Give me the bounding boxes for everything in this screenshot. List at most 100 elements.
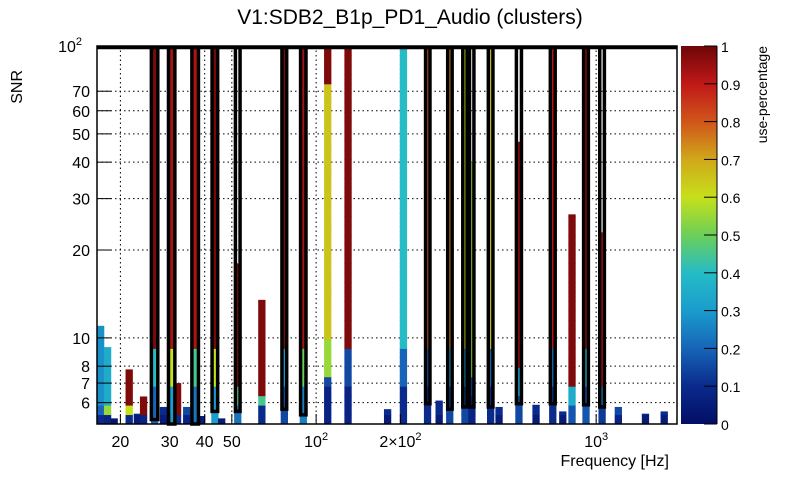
heatmap-cell bbox=[399, 395, 408, 406]
heatmap-cell bbox=[344, 263, 352, 274]
heatmap-cell bbox=[191, 225, 199, 236]
heatmap-cell bbox=[582, 235, 590, 245]
heatmap-cell bbox=[568, 414, 576, 425]
heatmap-cell bbox=[423, 197, 432, 208]
heatmap-cell bbox=[258, 338, 266, 349]
heatmap-cell bbox=[549, 121, 557, 132]
heatmap-cell bbox=[344, 159, 352, 170]
heatmap-cell bbox=[168, 64, 176, 75]
heatmap-cell bbox=[150, 301, 159, 312]
heatmap-cell bbox=[468, 282, 476, 293]
heatmap-cell bbox=[280, 338, 288, 349]
colorbar-tick-label: 0.4 bbox=[721, 266, 741, 282]
heatmap-cell bbox=[468, 338, 476, 349]
heatmap-cell bbox=[191, 149, 199, 160]
heatmap-cell bbox=[280, 121, 288, 132]
x-tick-label: 103 bbox=[584, 431, 608, 451]
heatmap-cell bbox=[173, 395, 182, 406]
heatmap-cell bbox=[598, 376, 606, 387]
heatmap-cell bbox=[487, 235, 495, 245]
heatmap-cell bbox=[211, 338, 219, 349]
heatmap-cell bbox=[324, 55, 332, 66]
heatmap-cell bbox=[344, 55, 352, 66]
heatmap-cell bbox=[446, 140, 454, 151]
heatmap-cell bbox=[468, 414, 476, 425]
heatmap-cell bbox=[280, 140, 288, 151]
heatmap-cell bbox=[258, 320, 266, 330]
heatmap-cell bbox=[515, 357, 523, 368]
heatmap-cell bbox=[344, 83, 352, 94]
heatmap-cell bbox=[487, 216, 495, 227]
heatmap-cell bbox=[461, 131, 469, 141]
heatmap-cell bbox=[211, 301, 219, 312]
x-tick-label: 50 bbox=[223, 434, 241, 451]
heatmap-cell bbox=[191, 253, 199, 264]
heatmap-cell bbox=[399, 197, 408, 208]
heatmap-cell bbox=[468, 291, 476, 302]
heatmap-cell bbox=[446, 338, 454, 349]
heatmap-cell bbox=[487, 64, 495, 75]
heatmap-cell bbox=[549, 206, 557, 217]
heatmap-cell bbox=[549, 64, 557, 75]
heatmap-cell bbox=[582, 112, 590, 123]
heatmap-cell bbox=[399, 46, 408, 56]
heatmap-cell bbox=[461, 235, 469, 245]
heatmap-cell bbox=[446, 46, 454, 56]
heatmap-cell bbox=[399, 121, 408, 132]
heatmap-cell bbox=[435, 400, 443, 406]
heatmap-cell bbox=[461, 168, 469, 179]
heatmap-cell bbox=[211, 291, 219, 302]
heatmap-cell bbox=[299, 168, 307, 179]
x-tick-label: 102 bbox=[304, 431, 328, 451]
heatmap-cell bbox=[399, 93, 408, 104]
heatmap-cell bbox=[446, 93, 454, 104]
heatmap-cell bbox=[549, 348, 557, 359]
heatmap-cell bbox=[446, 206, 454, 217]
heatmap-cell bbox=[461, 74, 469, 85]
heatmap-cell bbox=[515, 225, 523, 236]
heatmap-cell bbox=[344, 301, 352, 312]
heatmap-cell bbox=[614, 414, 622, 425]
heatmap-cell bbox=[211, 149, 219, 160]
heatmap-cell bbox=[582, 197, 590, 208]
heatmap-cell bbox=[110, 418, 118, 425]
heatmap-cell bbox=[423, 320, 432, 330]
heatmap-cell bbox=[299, 244, 307, 255]
heatmap-cell bbox=[211, 376, 219, 387]
heatmap-cell bbox=[344, 329, 352, 340]
heatmap-cell bbox=[598, 395, 606, 406]
heatmap-cell bbox=[549, 301, 557, 312]
heatmap-cell bbox=[103, 347, 112, 349]
heatmap-cell bbox=[487, 357, 495, 368]
heatmap-cell bbox=[168, 253, 176, 264]
heatmap-cell bbox=[487, 272, 495, 283]
heatmap-cell bbox=[324, 282, 332, 293]
heatmap-cell bbox=[568, 357, 576, 368]
heatmap-cell bbox=[103, 376, 112, 387]
heatmap-cell bbox=[641, 413, 650, 416]
heatmap-cell bbox=[168, 329, 176, 340]
heatmap-cell bbox=[168, 320, 176, 330]
heatmap-cell bbox=[191, 338, 199, 349]
heatmap-cell bbox=[191, 282, 199, 293]
heatmap-cell bbox=[150, 253, 159, 264]
heatmap-cell bbox=[299, 376, 307, 387]
heatmap-cell bbox=[324, 121, 332, 132]
heatmap-cell bbox=[423, 121, 432, 132]
heatmap-cell bbox=[461, 414, 469, 425]
heatmap-cell bbox=[461, 272, 469, 283]
y-axis-ticks: 6 78 10 20 30 40 50 60 70 102 bbox=[58, 36, 111, 413]
heatmap-cell bbox=[324, 244, 332, 255]
heatmap-cell bbox=[549, 140, 557, 151]
heatmap-cell bbox=[299, 178, 307, 189]
heatmap-cell bbox=[150, 225, 159, 236]
heatmap-cell bbox=[487, 197, 495, 208]
heatmap-cell bbox=[258, 329, 266, 340]
heatmap-cell bbox=[280, 178, 288, 189]
heatmap-cell bbox=[234, 376, 242, 387]
heatmap-cell bbox=[549, 46, 557, 56]
heatmap-cell bbox=[280, 112, 288, 123]
heatmap-cell bbox=[324, 102, 332, 113]
heatmap-cell bbox=[168, 301, 176, 312]
